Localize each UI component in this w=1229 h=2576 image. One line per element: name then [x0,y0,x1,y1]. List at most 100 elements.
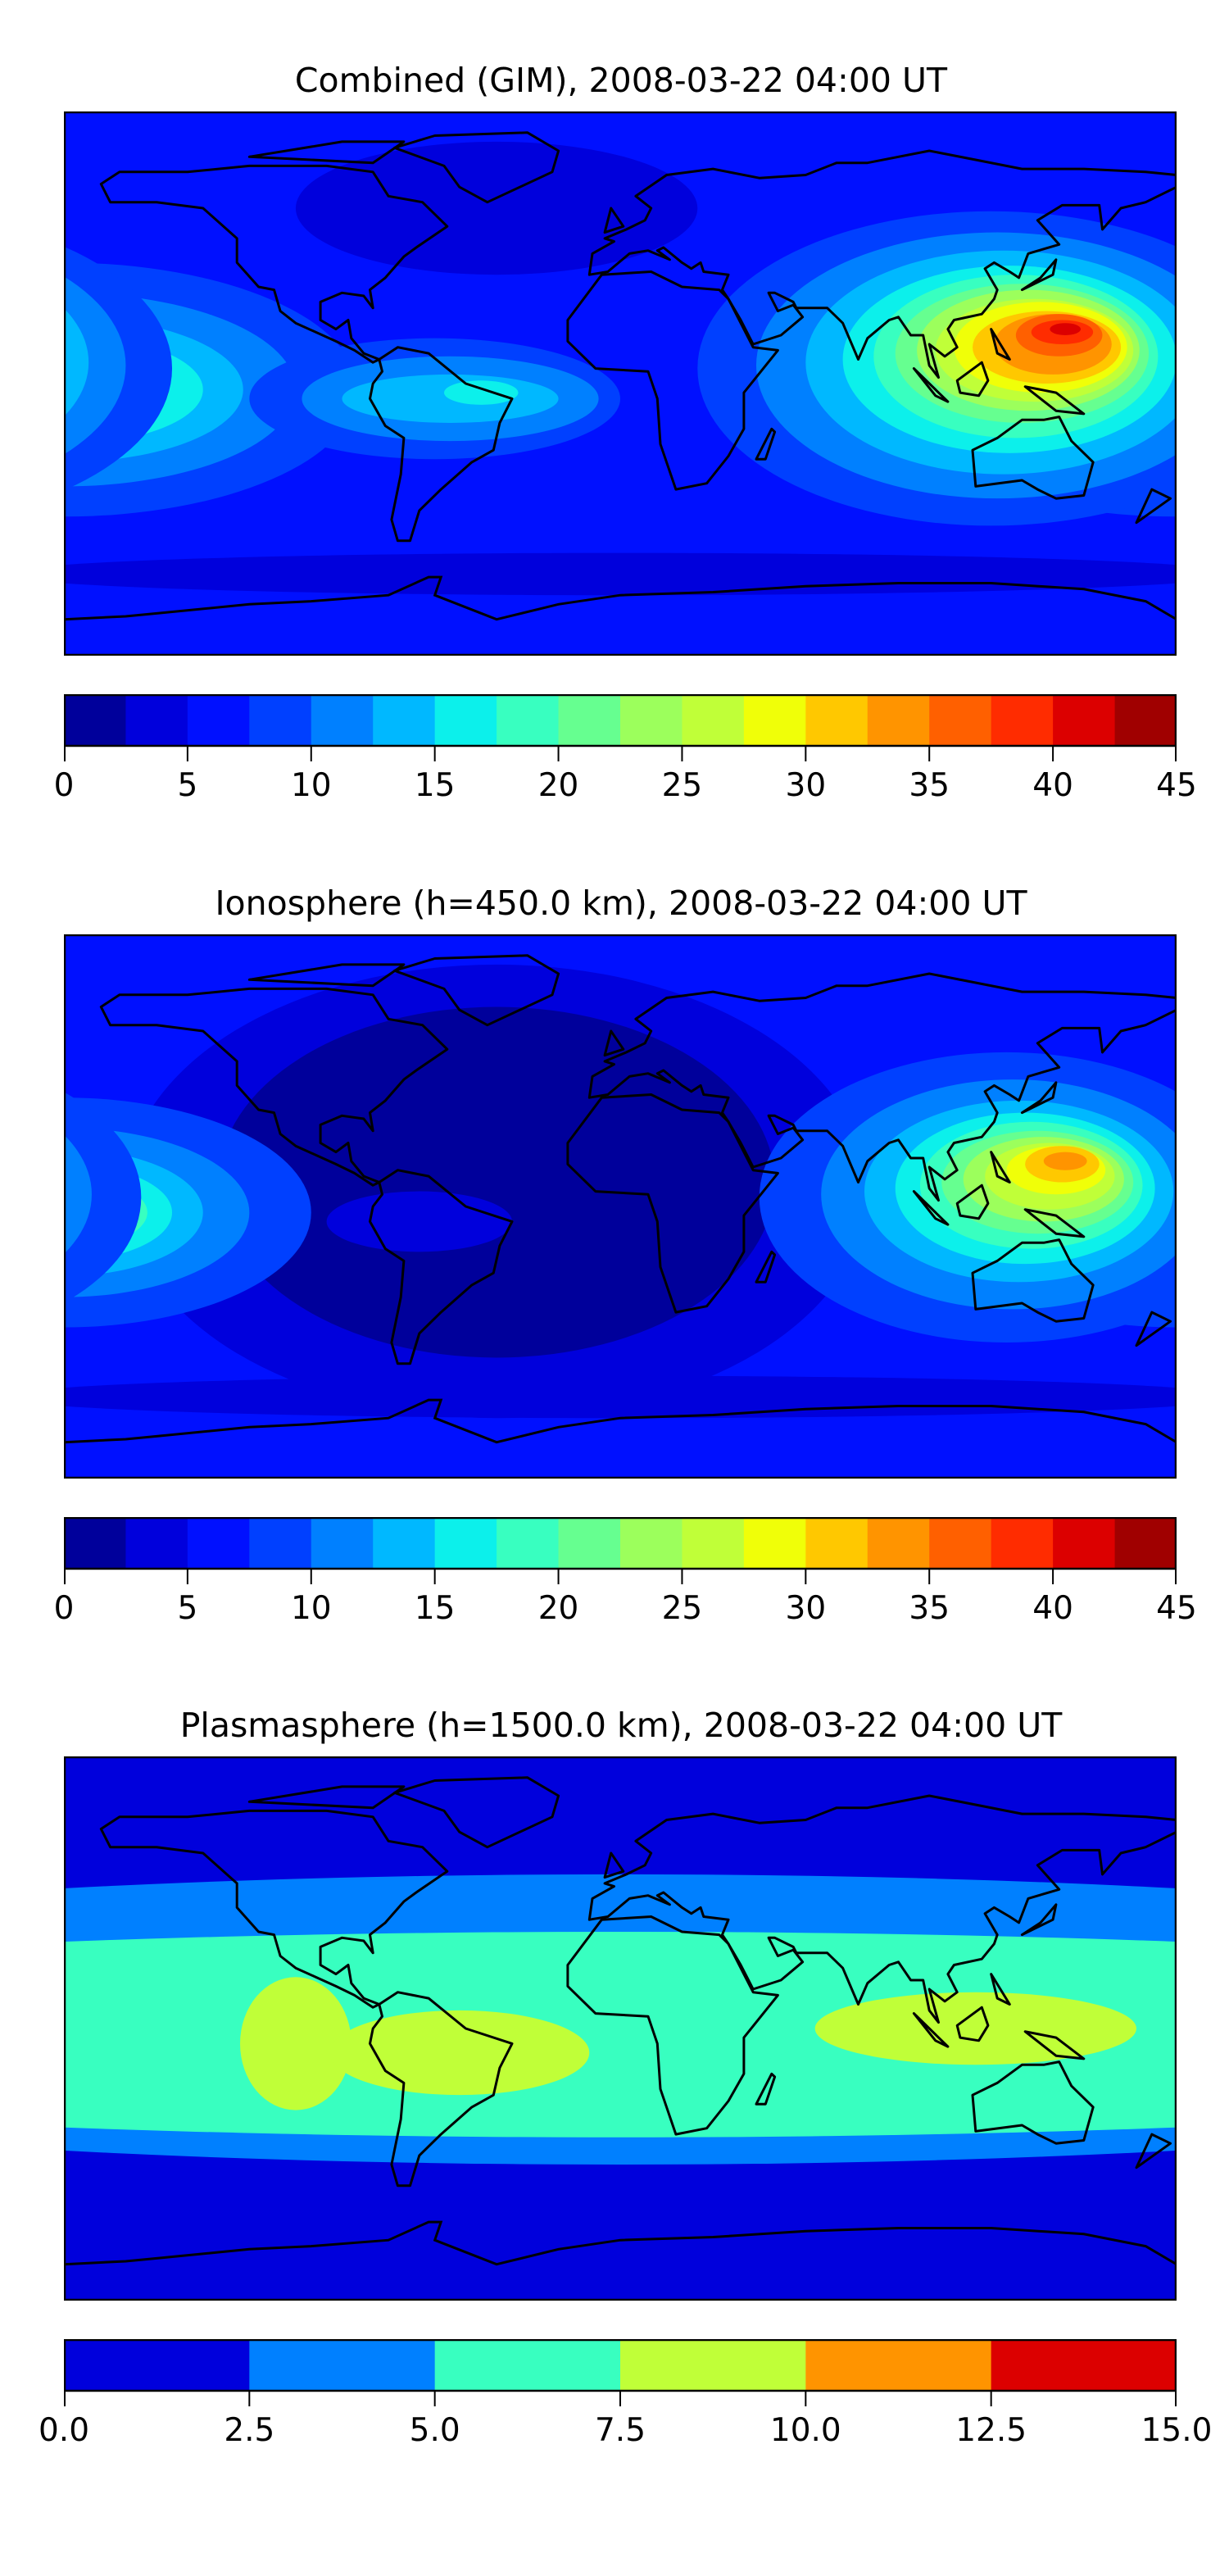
colorbar-swatch [867,694,930,747]
contour-region [326,1191,512,1252]
colorbar-swatch [929,1517,992,1570]
colorbar-tick-label: 0 [53,1590,75,1627]
colorbar-tick-label: 10 [290,1590,332,1627]
colorbar-tick-label: 35 [909,767,950,804]
colorbar-swatch [558,1517,621,1570]
coastline [912,367,950,403]
colorbar-swatch [497,1517,560,1570]
colorbar-tick-label: 40 [1032,767,1073,804]
contour-region [64,565,126,584]
coastline [1020,258,1058,292]
coastline [990,1973,1011,2006]
colorbar-swatch [125,694,188,747]
colorbar [64,2339,1177,2406]
map-frame [64,111,1177,656]
colorbar-swatch [187,1517,250,1570]
colorbar-tick-label: 25 [661,767,703,804]
coastline [99,1809,449,2009]
coastline [912,1190,950,1226]
map-frame [64,934,1177,1479]
colorbar-swatch [434,2339,621,2392]
coastline [393,131,560,204]
coastline [955,1184,990,1220]
coastline [566,1093,779,1314]
coastline [955,2006,990,2042]
coastline [971,2060,1095,2145]
coastline [755,427,777,461]
coastline [587,149,1177,379]
colorbar-swatch [743,1517,806,1570]
colorbar-swatch [1114,694,1177,747]
coastline [99,164,449,364]
colorbar-swatch [187,694,250,747]
colorbar-tick-label: 2.5 [224,2412,275,2449]
colorbar-swatch [805,694,868,747]
colorbar-swatch [373,1517,436,1570]
colorbar-swatch [558,694,621,747]
contour-region [1050,323,1082,335]
colorbar-tick-label: 15.0 [1141,2412,1213,2449]
colorbar-swatch [805,1517,868,1570]
colorbar-tick-label: 15 [414,767,456,804]
colorbar-swatch [867,1517,930,1570]
colorbar-swatch [497,694,560,747]
colorbar-swatch [249,1517,312,1570]
contour-region [814,1992,1136,2065]
coastline-antarctica [64,1398,1177,1444]
chart-title: Plasmasphere (h=1500.0 km), 2008-03-22 0… [179,1706,1063,1745]
coastline [247,1785,406,1810]
colorbar [64,1517,1177,1584]
colorbar-swatch [311,1517,374,1570]
contour-region [64,1134,92,1254]
colorbar-swatch [64,694,126,747]
colorbar-swatch [991,694,1054,747]
contour-region [295,141,698,275]
contour-region [1114,565,1177,584]
colorbar-swatch [249,694,312,747]
colorbar-swatch [1114,1517,1177,1570]
coastline [393,954,560,1027]
colorbar-swatch [991,1517,1054,1570]
chart-title: Combined (GIM), 2008-03-22 04:00 UT [294,61,948,100]
colorbar-frame [64,1517,1177,1570]
coastline [912,2012,950,2048]
coastline [393,1776,560,1849]
colorbar-swatch [620,1517,683,1570]
colorbar-tick-label: 7.5 [594,2412,646,2449]
colorbar [64,694,1177,761]
colorbar-tick-label: 20 [537,767,579,804]
colorbar-swatch [743,694,806,747]
colorbar-frame [64,694,1177,747]
colorbar-tick-label: 30 [785,767,827,804]
coastline [587,1794,1177,2024]
colorbar-tick-label: 0 [53,767,75,804]
coastline [603,1851,625,1879]
coastline [247,140,406,165]
coastline [247,963,406,988]
chart-title: Ionosphere (h=450.0 km), 2008-03-22 04:0… [215,884,1027,923]
coastline [1135,2133,1172,2169]
colorbar-swatch [125,1517,188,1570]
coastline [566,270,779,491]
coastline [755,2072,777,2106]
map-plot [64,111,1177,656]
map-frame [64,1756,1177,2301]
colorbar-tick-label: 5 [177,1590,198,1627]
contour-layer [64,1756,1177,2301]
colorbar-swatch [682,694,745,747]
colorbar-tick-label: 15 [414,1590,456,1627]
coastline [1023,385,1086,416]
colorbar-swatch [1053,1517,1116,1570]
contour-region [64,1388,126,1406]
colorbar-swatch [1053,694,1116,747]
colorbar-swatch [805,2339,992,2392]
coastline [1135,488,1172,525]
panel-plasmasphere: Plasmasphere (h=1500.0 km), 2008-03-22 0… [0,1706,1229,2576]
colorbar-tick-label: 12.5 [955,2412,1027,2449]
colorbar-tick-label: 35 [909,1590,950,1627]
colorbar-swatch [64,2339,250,2392]
contour-layer [64,934,1177,1479]
colorbar-swatch [311,694,374,747]
coastline [566,1915,779,2136]
colorbar-tick-label: 25 [661,1590,703,1627]
